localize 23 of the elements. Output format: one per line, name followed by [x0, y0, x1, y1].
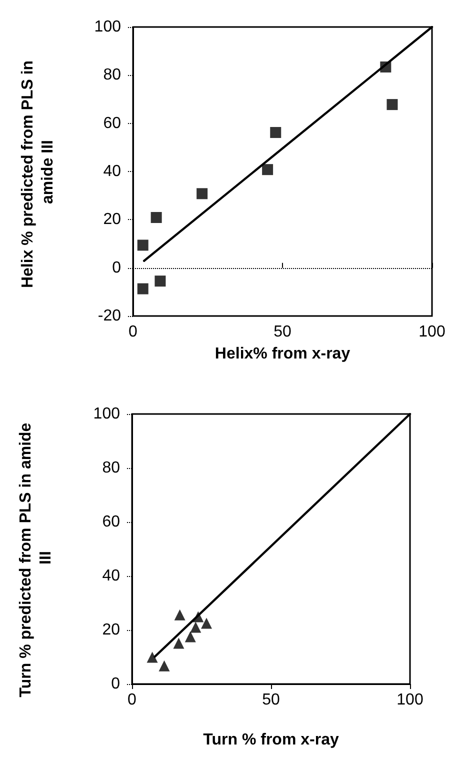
- x-tick-label: 100: [418, 324, 446, 340]
- y-tick-label: 0: [112, 259, 122, 276]
- y-axis-title: Helix % predicted from PLS in amide III: [20, 56, 56, 288]
- y-tick-label: 20: [103, 211, 122, 228]
- x-tick-label: 100: [396, 692, 424, 708]
- y-tick-label: 100: [94, 18, 122, 36]
- x-tick-label: 0: [128, 692, 137, 708]
- y-tick-label: 80: [103, 66, 122, 84]
- y-tick-label: 100: [93, 406, 120, 422]
- x-tick-label: 50: [274, 324, 292, 340]
- y-tick-label: 60: [102, 514, 120, 530]
- y-tick-label: 20: [102, 622, 120, 638]
- y-tick-label: 80: [102, 460, 120, 476]
- y-tick-label: 40: [102, 568, 120, 584]
- x-axis-title: Helix% from x-ray: [214, 346, 350, 362]
- x-axis-title: Turn % from x-ray: [203, 732, 339, 748]
- y-tick-label: -20: [98, 308, 122, 324]
- x-tick-label: 0: [128, 324, 138, 340]
- y-axis-title: Turn % predicted from PLS in amide III: [18, 422, 54, 698]
- y-tick-label: 40: [103, 163, 122, 180]
- y-tick-label: 0: [111, 676, 120, 692]
- y-tick-label: 60: [103, 114, 122, 132]
- x-tick-label: 50: [262, 692, 280, 708]
